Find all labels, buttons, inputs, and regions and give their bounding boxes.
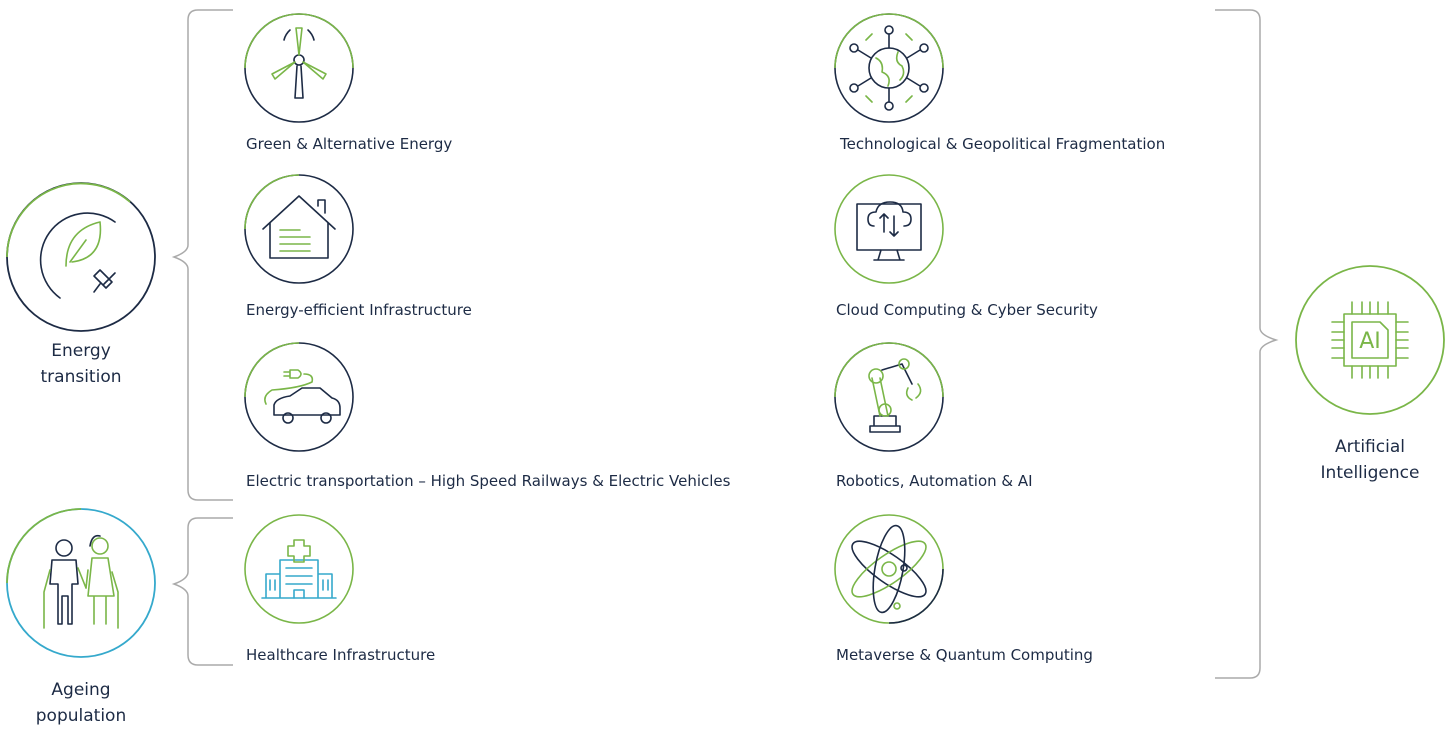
- item-label: Electric transportation – High Speed Rai…: [246, 472, 730, 490]
- theme-label: Ageing population: [21, 677, 141, 729]
- theme-label: Artificial Intelligence: [1300, 434, 1440, 486]
- ai-icon-text: AI: [1359, 329, 1381, 354]
- theme-label: Energy transition: [21, 338, 141, 390]
- item-label: Healthcare Infrastructure: [246, 646, 435, 664]
- item-label: Energy-efficient Infrastructure: [246, 301, 472, 319]
- item-label: Green & Alternative Energy: [246, 135, 452, 153]
- item-label: Technological & Geopolitical Fragmentati…: [840, 135, 1165, 153]
- icon-globe-network: [850, 26, 928, 110]
- icon-electric-car: [265, 370, 340, 423]
- icon-cloud-monitor: [857, 202, 921, 260]
- item-label: Cloud Computing & Cyber Security: [836, 301, 1098, 319]
- item-label: Robotics, Automation & AI: [836, 472, 1033, 490]
- icon-atom: [845, 523, 933, 615]
- item-label: Metaverse & Quantum Computing: [836, 646, 1093, 664]
- icon-leaf-plug: [41, 213, 115, 298]
- icon-hospital: [262, 540, 336, 598]
- graphics: AI: [0, 0, 1454, 731]
- icon-elderly-couple: [44, 536, 118, 628]
- icon-house: [263, 196, 335, 258]
- theme-circles: [7, 183, 1444, 657]
- diagram: AI Energy transition Ageing population A…: [0, 0, 1454, 731]
- icon-robot-arm: [869, 359, 921, 432]
- icon-wind-turbine: [272, 28, 326, 98]
- brackets: [174, 10, 1276, 678]
